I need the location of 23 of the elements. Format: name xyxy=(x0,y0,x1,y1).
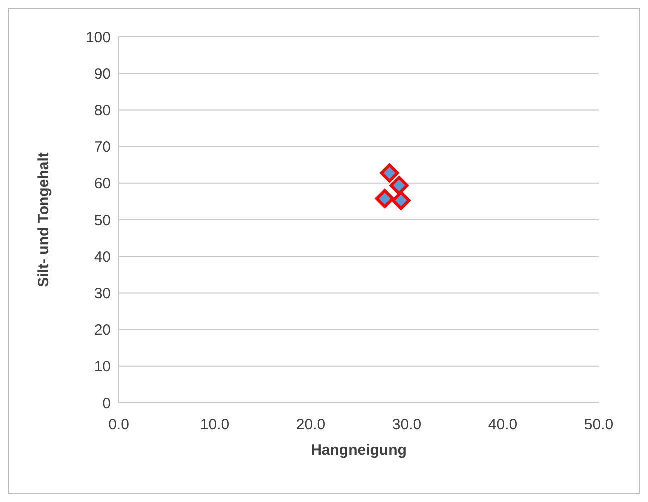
x-axis-title: Hangneigung xyxy=(311,442,407,459)
y-tick-label: 50 xyxy=(94,212,111,230)
x-tick-label: 0.0 xyxy=(108,416,130,434)
y-tick-label: 20 xyxy=(94,322,111,340)
point xyxy=(380,164,400,183)
y-tick-label: 80 xyxy=(94,102,111,120)
x-tick-label: 30.0 xyxy=(392,416,422,434)
point xyxy=(392,191,411,210)
y-tick-label: 30 xyxy=(94,286,111,303)
y-tick-label: 100 xyxy=(86,29,111,46)
x-tick-label: 20.0 xyxy=(296,416,326,434)
y-tick-label: 90 xyxy=(94,66,111,83)
x-tick-label: 40.0 xyxy=(488,416,518,434)
y-tick-label: 0 xyxy=(102,395,111,412)
point xyxy=(375,189,394,208)
y-tick-label: 10 xyxy=(94,358,111,376)
x-tick-label: 50.0 xyxy=(584,416,614,434)
y-axis-title: Silt- und Tongehalt xyxy=(35,152,52,288)
x-tick-label: 10.0 xyxy=(200,416,230,434)
point xyxy=(390,176,409,196)
y-tick-label: 60 xyxy=(94,176,111,193)
y-tick-label: 70 xyxy=(94,139,111,156)
y-tick-label: 40 xyxy=(94,248,111,266)
